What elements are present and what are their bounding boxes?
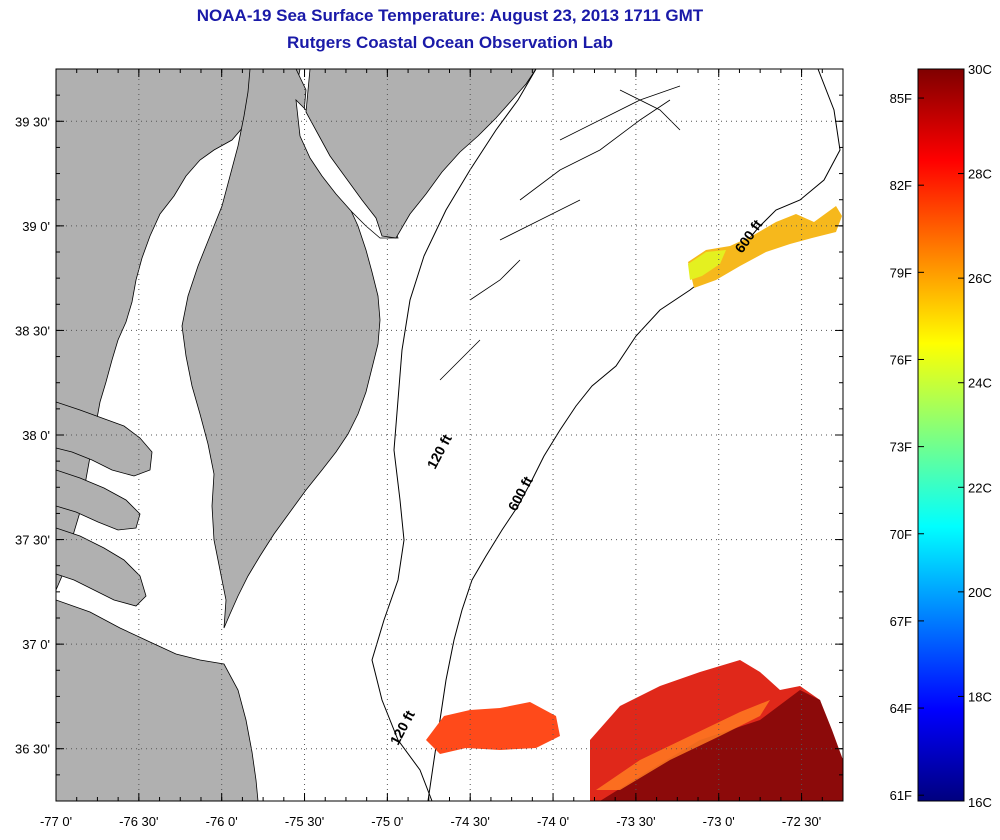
lon-tick-label: -74 0' (537, 814, 569, 829)
colorbar-label-f: 67F (890, 614, 912, 629)
colorbar-label-c: 22C (968, 480, 992, 495)
land-york-james (56, 527, 147, 607)
colorbar-label-f: 82F (890, 178, 912, 193)
lon-tick-label: -72 30' (782, 814, 821, 829)
sst-patch-south-dark (600, 690, 843, 801)
colorbar-label-c: 16C (968, 795, 992, 810)
lon-tick-label: -75 30' (285, 814, 324, 829)
contour-600ft (427, 69, 841, 801)
colorbar-label-c: 30C (968, 62, 992, 77)
map-frame (55, 68, 844, 802)
lat-tick-label: 37 30' (15, 533, 50, 548)
sst-patch-south-west (426, 702, 560, 754)
lon-tick-label: -75 0' (371, 814, 403, 829)
colorbar-label-c: 18C (968, 689, 992, 704)
land-northern-neck (56, 401, 153, 477)
land-middle-peninsula (56, 469, 141, 531)
lat-tick-label: 38 30' (15, 323, 50, 338)
colorbar-label-c: 26C (968, 271, 992, 286)
lon-tick-label: -76 30' (119, 814, 158, 829)
colorbar-label-f: 64F (890, 701, 912, 716)
lat-tick-label: 38 0' (22, 428, 50, 443)
map-title: NOAA-19 Sea Surface Temperature: August … (196, 6, 704, 25)
colorbar-label-f: 79F (890, 265, 912, 280)
colorbar-label-f: 61F (890, 788, 912, 803)
colorbar-label-f: 70F (890, 527, 912, 542)
map-subtitle: Rutgers Coastal Ocean Observation Lab (287, 33, 613, 52)
land-virginia-beach (56, 599, 259, 801)
sst-patch-north-yellow (688, 250, 726, 280)
sst-patch-north (688, 206, 842, 288)
colorbar-label-c: 24C (968, 376, 992, 391)
lon-tick-label: -77 0' (40, 814, 72, 829)
sst-patch-south-light (596, 700, 770, 790)
land-new-jersey (305, 69, 537, 239)
lat-tick-label: 39 0' (22, 219, 50, 234)
colorbar-label-f: 85F (890, 91, 912, 106)
lon-tick-label: -74 30' (451, 814, 490, 829)
colorbar-label-f: 76F (890, 352, 912, 367)
lat-tick-label: 37 0' (22, 637, 50, 652)
contour-shelf-fragments (439, 85, 681, 381)
lat-tick-label: 39 30' (15, 114, 50, 129)
lon-tick-label: -73 30' (616, 814, 655, 829)
colorbar-label-c: 28C (968, 167, 992, 182)
colorbar-label-f: 73F (890, 440, 912, 455)
colorbar-label-c: 20C (968, 585, 992, 600)
lat-tick-label: 36 30' (15, 742, 50, 757)
lon-tick-label: -76 0' (206, 814, 238, 829)
colorbar (917, 68, 965, 802)
lon-tick-label: -73 0' (703, 814, 735, 829)
